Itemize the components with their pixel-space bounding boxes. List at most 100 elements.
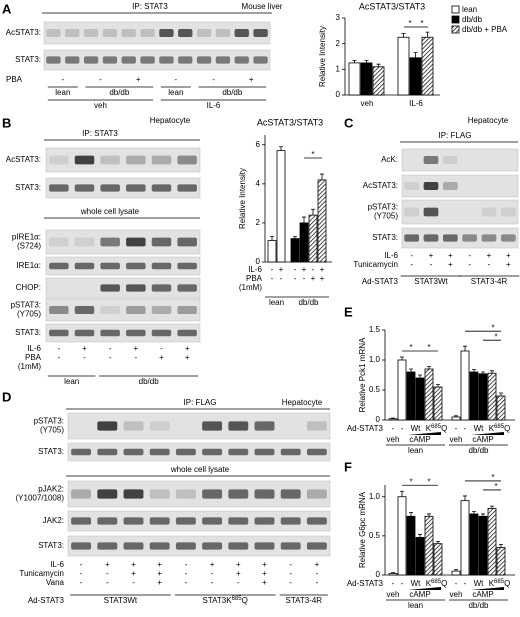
blot-band <box>177 329 197 337</box>
error-bar <box>320 173 324 180</box>
condition-sign: + <box>136 75 141 84</box>
condition-sign: - <box>312 265 315 274</box>
condition-label: PBA <box>246 274 263 283</box>
blot-band <box>151 155 172 165</box>
error-bar <box>463 345 467 351</box>
lane-label: - <box>464 424 467 433</box>
bar <box>372 66 385 96</box>
treatment-label: veh <box>94 101 107 110</box>
row-label: (S724) <box>17 242 41 251</box>
blot-band <box>71 489 92 499</box>
error-bar <box>472 369 476 372</box>
condition-sign: - <box>237 578 240 587</box>
bar <box>415 377 425 421</box>
blot-band <box>423 207 439 217</box>
blot-band <box>159 56 174 64</box>
blot-band <box>102 29 118 37</box>
blot-band <box>177 284 197 292</box>
condition-sign: + <box>82 344 87 353</box>
blot-strip <box>401 148 519 172</box>
blot-strip <box>43 21 271 45</box>
error-bar <box>270 236 274 241</box>
blot-band <box>234 56 249 64</box>
group-label: db/db <box>298 298 319 307</box>
condition-sign: - <box>57 344 60 353</box>
blot-band <box>151 329 172 337</box>
dose-ramp <box>408 432 441 435</box>
condition-sign: - <box>316 569 319 578</box>
treatment-label: veh <box>387 590 400 599</box>
group-label: STAT3-4R <box>285 596 322 605</box>
genotype-label: lean <box>55 88 70 97</box>
blot-band <box>253 29 268 37</box>
row-label: pSTAT3: <box>368 203 398 212</box>
row-label: pIRE1α: <box>12 233 41 242</box>
group-label: lean <box>408 446 423 455</box>
blot-band <box>177 306 197 314</box>
condition-sign: + <box>506 260 511 269</box>
ip-label: IP: STAT3 <box>82 129 118 138</box>
condition-sign: + <box>302 265 307 274</box>
bar <box>409 57 422 96</box>
bar <box>421 36 434 96</box>
blot-band <box>500 234 516 242</box>
blot-band <box>49 329 69 337</box>
significance: * <box>427 477 430 486</box>
blot-band <box>175 542 196 550</box>
text-part: Q <box>441 424 447 433</box>
bar <box>348 62 361 96</box>
blot-band <box>202 448 223 456</box>
treatment-label: veh <box>450 435 463 444</box>
significance: * <box>491 323 494 332</box>
blot-band <box>306 421 327 431</box>
blot-band <box>178 29 193 37</box>
blot-band <box>280 489 301 499</box>
y-tick-label: 0.5 <box>369 531 381 540</box>
condition-label: IL-6 <box>248 265 262 274</box>
legend-label: db/db + PBA <box>462 25 508 34</box>
legend-swatch <box>451 15 460 24</box>
blot-band <box>442 182 458 190</box>
error-bar <box>425 31 430 38</box>
condition-sign: - <box>83 353 86 362</box>
condition-sign: + <box>159 353 164 362</box>
bar <box>360 62 373 96</box>
blot-band <box>71 517 92 525</box>
text-part: Q <box>504 579 510 588</box>
blot-band <box>149 489 170 499</box>
blot-band <box>177 262 197 270</box>
error-bar <box>391 417 395 419</box>
blot-band <box>228 489 249 499</box>
genotype-label: db/db <box>109 88 130 97</box>
panel-letter: B <box>2 115 11 130</box>
error-bar <box>472 511 476 514</box>
row-label: STAT3: <box>15 183 41 192</box>
blot-strip <box>45 298 201 322</box>
bar <box>460 500 470 576</box>
condition-sign: + <box>429 251 434 260</box>
bar <box>424 368 434 421</box>
y-tick-label: 0.5 <box>369 385 381 394</box>
treatment-label: veh <box>450 590 463 599</box>
ad-label: Ad-STAT3 <box>28 596 65 605</box>
blot-band <box>175 517 196 525</box>
blot-band <box>196 29 212 37</box>
error-bar <box>391 572 395 574</box>
blot-band <box>100 329 120 337</box>
blot-band <box>215 56 231 64</box>
blot-band <box>126 262 146 270</box>
condition-label: PBA <box>25 353 42 362</box>
blot-strip <box>45 147 201 173</box>
condition-sign: + <box>320 274 325 283</box>
error-bar <box>499 392 503 396</box>
condition-sign: - <box>80 578 83 587</box>
blot-band <box>149 421 170 431</box>
blot-band <box>254 489 275 499</box>
y-axis-label: Relative Intensity <box>318 26 327 87</box>
blot-band <box>151 306 172 314</box>
blot-band <box>462 234 478 242</box>
blot-band <box>423 182 439 190</box>
condition-sign: - <box>185 578 188 587</box>
blot-band <box>123 517 144 525</box>
condition-sign: - <box>211 569 214 578</box>
